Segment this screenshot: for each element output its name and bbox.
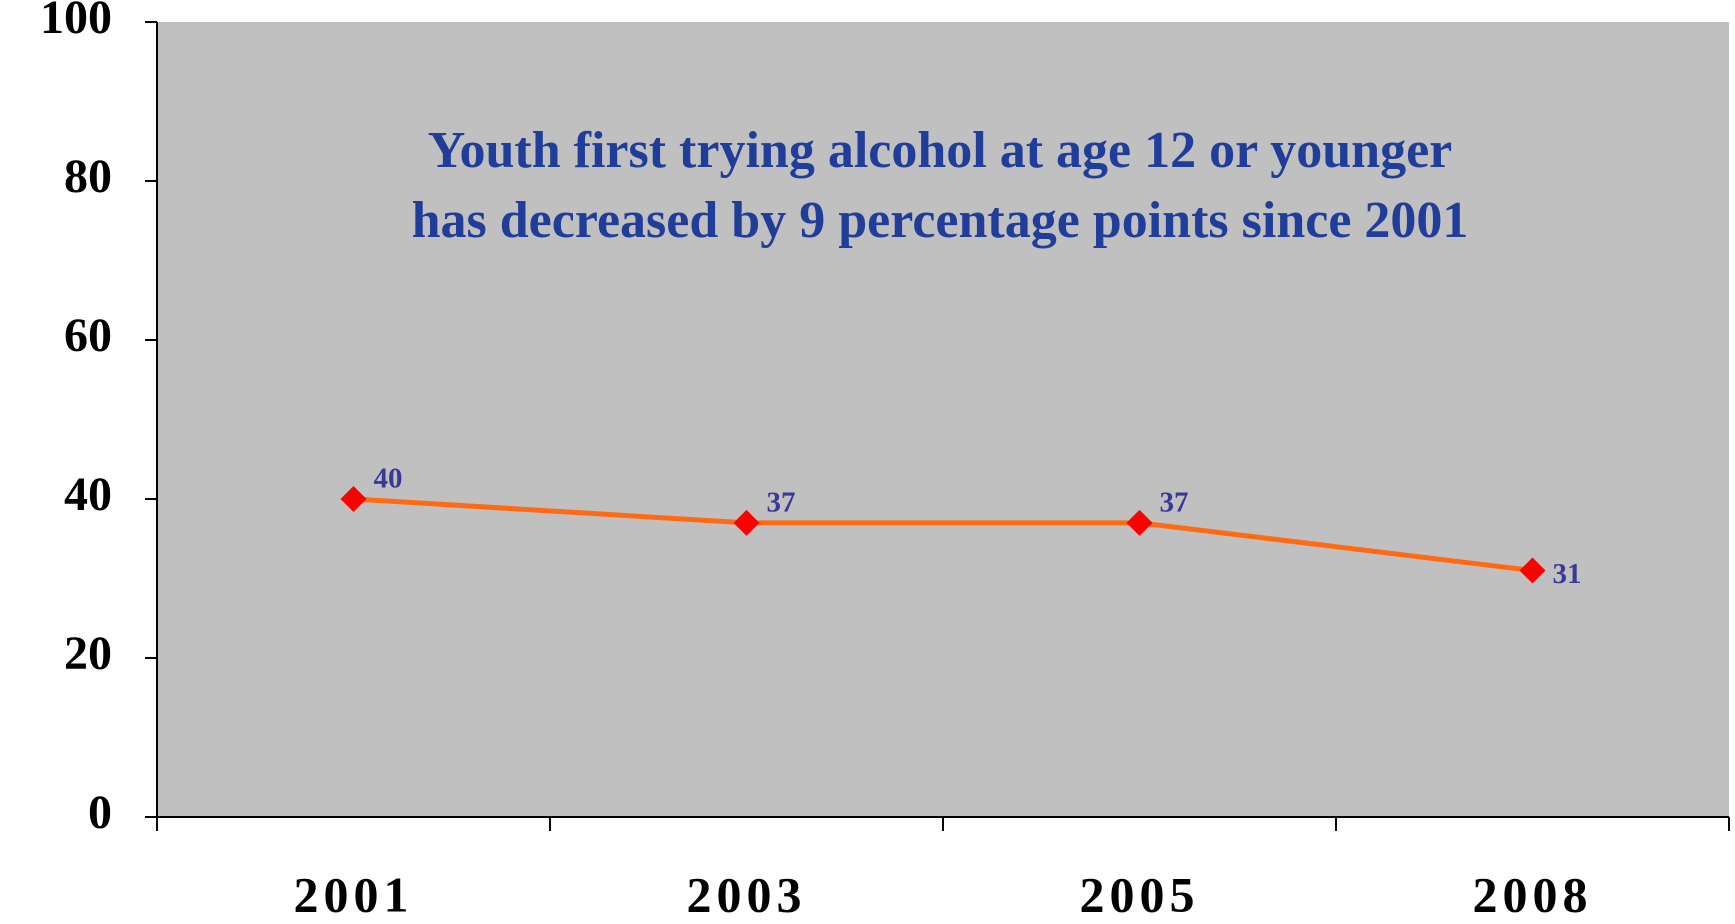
data-point [340,486,367,512]
chart-title: has decreased by 9 percentage points sin… [412,192,1469,249]
y-tick-label: 0 [88,786,112,839]
data-point [1519,557,1546,584]
data-label: 37 [767,487,796,519]
y-tick-label: 40 [64,468,112,521]
data-label: 37 [1160,487,1189,519]
y-tick-label: 60 [64,309,112,362]
plot-area [157,22,1729,817]
chart-title: Youth first trying alcohol at age 12 or … [428,122,1453,179]
series-line [353,496,1533,574]
data-point [733,509,760,536]
x-tick-label: 2001 [294,866,414,922]
x-tick-label: 2008 [1473,866,1593,922]
y-tick-label: 20 [64,627,112,680]
data-label: 31 [1553,558,1582,590]
x-tick-label: 2003 [687,866,807,922]
data-point [1126,509,1153,536]
y-tick-label: 80 [64,150,112,203]
y-tick-label: 100 [40,0,112,44]
x-tick-label: 2005 [1080,866,1200,922]
data-label: 40 [374,463,403,495]
